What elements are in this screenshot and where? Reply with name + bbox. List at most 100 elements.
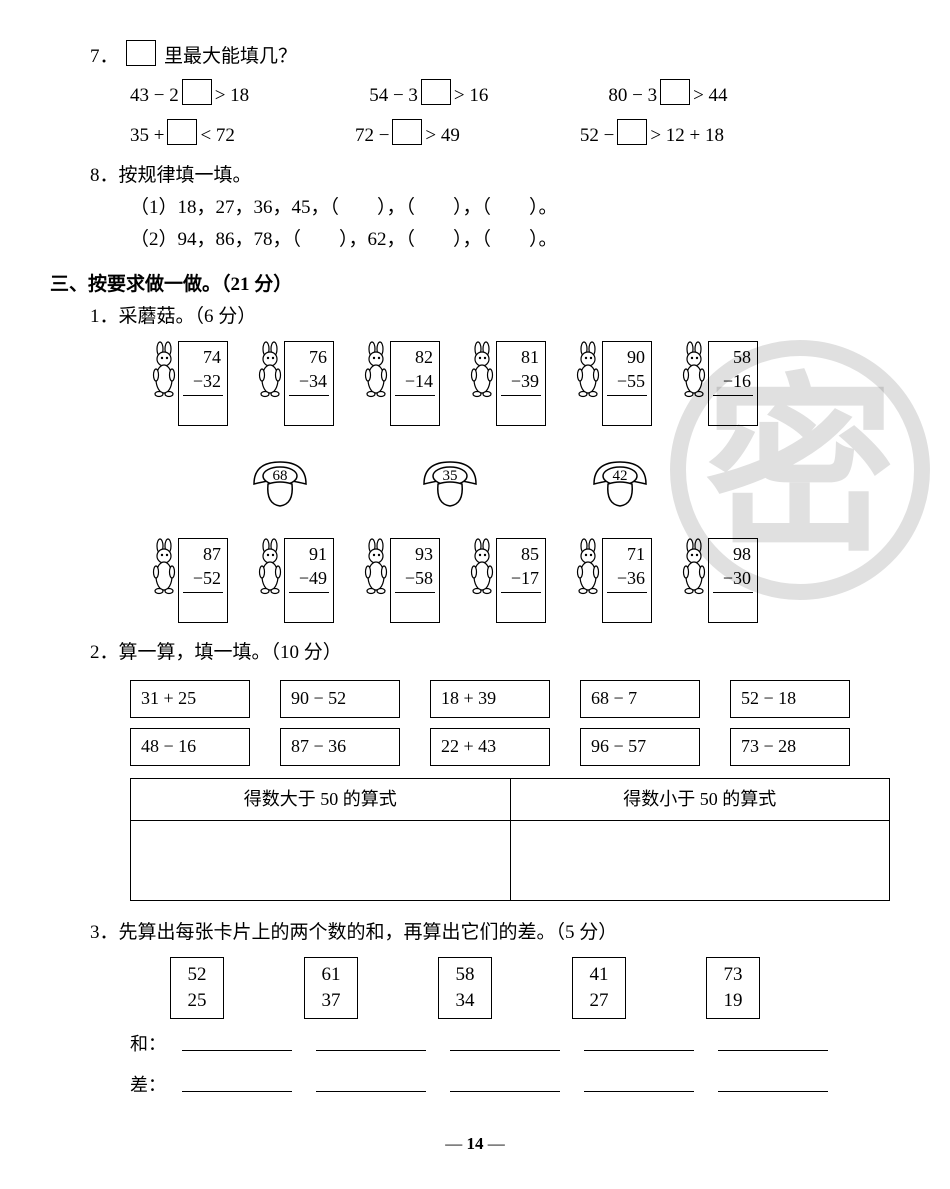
expr-box: 87 − 36 <box>280 728 400 766</box>
section3-title: 三、按要求做一做。（21 分） <box>50 269 900 301</box>
fill-box <box>617 119 647 145</box>
calc-box: 90 −55 <box>602 341 652 426</box>
rabbit-item: 98 −30 <box>680 538 758 623</box>
rabbit-item: 71 −36 <box>574 538 652 623</box>
rabbit-item: 87 −52 <box>150 538 228 623</box>
rabbit-icon <box>362 538 392 596</box>
q7-r1-d: > 16 <box>454 85 488 106</box>
rabbit-item: 74 −32 <box>150 341 228 426</box>
q7-row2: 35 +< 72 72 −> 49 52 −> 12 + 18 <box>130 119 900 152</box>
calc-box: 58 −16 <box>708 341 758 426</box>
page-footer: — 14 — <box>50 1130 900 1159</box>
s3q3-line: 3．先算出每张卡片上的两个数的和，再算出它们的差。（5 分） <box>90 917 900 949</box>
rabbit-item: 58 −16 <box>680 341 758 426</box>
expr-box: 90 − 52 <box>280 680 400 718</box>
rabbit-icon <box>150 341 180 399</box>
sum-label: 和： <box>130 1029 170 1060</box>
s3q1-title: 采蘑菇。（6 分） <box>119 306 257 327</box>
q7-r2-c: 72 − <box>355 125 389 146</box>
expr-box: 22 + 43 <box>430 728 550 766</box>
q8-seq1: （1）18，27，36，45，（ ），（ ），（ ）。 <box>130 192 900 224</box>
num-card: 4127 <box>572 957 626 1019</box>
q7-r1-a: 43 − 2 <box>130 85 179 106</box>
expr-box: 73 − 28 <box>730 728 850 766</box>
expr-box: 52 − 18 <box>730 680 850 718</box>
q8-line: 8．按规律填一填。 <box>90 160 900 192</box>
calc-box: 76 −34 <box>284 341 334 426</box>
sort-th1: 得数大于 50 的算式 <box>131 778 511 820</box>
sum-row: 和： <box>130 1029 900 1060</box>
sort-table: 得数大于 50 的算式 得数小于 50 的算式 <box>130 778 890 901</box>
rabbit-item: 85 −17 <box>468 538 546 623</box>
diff-blank <box>182 1070 292 1092</box>
calc-box: 71 −36 <box>602 538 652 623</box>
q7-r2-d: > 49 <box>425 125 459 146</box>
page-number: 14 <box>467 1134 484 1153</box>
expr-row1: 31 + 2590 − 5218 + 3968 − 752 − 18 <box>130 680 900 718</box>
mushroom: 68 <box>250 456 310 508</box>
num-card: 7319 <box>706 957 760 1019</box>
q7-r2-a: 35 + <box>130 125 164 146</box>
svg-text:35: 35 <box>443 468 458 484</box>
rabbit-icon <box>256 538 286 596</box>
rabbit-icon <box>468 341 498 399</box>
sum-blank <box>182 1029 292 1051</box>
rabbit-item: 76 −34 <box>256 341 334 426</box>
fill-box <box>392 119 422 145</box>
calc-box: 81 −39 <box>496 341 546 426</box>
fill-box <box>421 79 451 105</box>
rabbits-top-row: 74 −32 76 −34 <box>150 341 900 426</box>
q7-r1-e: 80 − 3 <box>608 85 657 106</box>
s3q2-number: 2． <box>90 642 119 663</box>
calc-box: 91 −49 <box>284 538 334 623</box>
q7-row1: 43 − 2 > 18 54 − 3 > 16 80 − 3 > 44 <box>130 79 900 112</box>
s3q1-line: 1．采蘑菇。（6 分） <box>90 301 900 333</box>
rabbit-item: 93 −58 <box>362 538 440 623</box>
rabbit-item: 91 −49 <box>256 538 334 623</box>
rabbit-item: 81 −39 <box>468 341 546 426</box>
q7-title-box <box>126 40 156 66</box>
diff-blank <box>316 1070 426 1092</box>
rabbit-icon <box>150 538 180 596</box>
diff-blank <box>584 1070 694 1092</box>
q8-number: 8． <box>90 165 119 186</box>
mushroom-icon: 68 <box>250 456 310 508</box>
rabbit-icon <box>574 341 604 399</box>
s3q3-number: 3． <box>90 922 119 943</box>
sum-blank <box>584 1029 694 1051</box>
fill-box <box>660 79 690 105</box>
svg-text:42: 42 <box>613 468 628 484</box>
rabbit-icon <box>468 538 498 596</box>
calc-box: 85 −17 <box>496 538 546 623</box>
rabbit-icon <box>362 341 392 399</box>
rabbit-icon <box>680 341 710 399</box>
expr-row2: 48 − 1687 − 3622 + 4396 − 5773 − 28 <box>130 728 900 766</box>
num-card: 5225 <box>170 957 224 1019</box>
q7-r2-e: 52 − <box>580 125 614 146</box>
calc-box: 87 −52 <box>178 538 228 623</box>
fill-box <box>182 79 212 105</box>
q7-r1-b: > 18 <box>215 85 249 106</box>
q7-r1-f: > 44 <box>693 85 727 106</box>
sum-blank <box>450 1029 560 1051</box>
s3q2-line: 2．算一算，填一填。（10 分） <box>90 637 900 669</box>
q7-r1-c: 54 − 3 <box>369 85 418 106</box>
calc-box: 98 −30 <box>708 538 758 623</box>
diff-label: 差： <box>130 1070 170 1101</box>
sort-cell2 <box>510 820 890 900</box>
sort-th2: 得数小于 50 的算式 <box>510 778 890 820</box>
q8-title: 按规律填一填。 <box>119 165 252 186</box>
rabbits-bottom-row: 87 −52 91 −49 <box>150 538 900 623</box>
expr-box: 96 − 57 <box>580 728 700 766</box>
svg-text:68: 68 <box>273 468 288 484</box>
mushroom: 42 <box>590 456 650 508</box>
q7-r2-f: > 12 + 18 <box>650 125 724 146</box>
calc-box: 82 −14 <box>390 341 440 426</box>
sum-blank <box>316 1029 426 1051</box>
rabbit-icon <box>574 538 604 596</box>
s3q2-title: 算一算，填一填。（10 分） <box>119 642 342 663</box>
diff-row: 差： <box>130 1070 900 1101</box>
rabbit-item: 82 −14 <box>362 341 440 426</box>
fill-box <box>167 119 197 145</box>
q8-seq2: （2）94，86，78，（ ），62，（ ），（ ）。 <box>130 224 900 256</box>
